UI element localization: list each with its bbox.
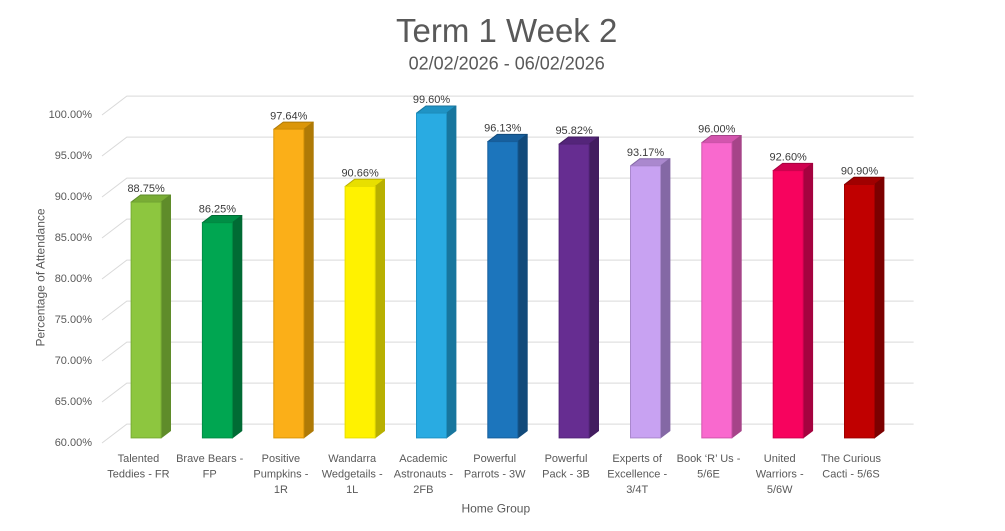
svg-text:1R: 1R — [274, 484, 288, 496]
svg-text:FP: FP — [203, 469, 217, 481]
svg-text:The Curious: The Curious — [821, 453, 881, 465]
svg-text:Brave Bears -: Brave Bears - — [176, 453, 244, 465]
svg-text:Powerful: Powerful — [545, 453, 588, 465]
svg-text:2FB: 2FB — [413, 484, 433, 496]
svg-text:80.00%: 80.00% — [55, 273, 93, 285]
svg-text:65.00%: 65.00% — [55, 396, 93, 408]
svg-text:88.75%: 88.75% — [127, 183, 165, 195]
svg-text:95.00%: 95.00% — [55, 150, 93, 162]
svg-text:90.00%: 90.00% — [55, 191, 93, 203]
svg-text:Teddies - FR: Teddies - FR — [107, 469, 169, 481]
svg-text:100.00%: 100.00% — [49, 109, 93, 121]
svg-text:75.00%: 75.00% — [55, 314, 93, 326]
svg-text:Positive: Positive — [262, 453, 301, 465]
svg-text:Wedgetails -: Wedgetails - — [322, 469, 383, 481]
svg-text:3/4T: 3/4T — [626, 484, 648, 496]
svg-text:Academic: Academic — [399, 453, 448, 465]
svg-text:5/6W: 5/6W — [767, 484, 793, 496]
svg-text:Astronauts -: Astronauts - — [394, 469, 454, 481]
svg-text:Excellence -: Excellence - — [607, 469, 667, 481]
svg-text:Experts of: Experts of — [612, 453, 662, 465]
svg-text:5/6E: 5/6E — [697, 469, 720, 481]
svg-text:02/02/2026 - 06/02/2026: 02/02/2026 - 06/02/2026 — [409, 54, 605, 74]
svg-text:93.17%: 93.17% — [627, 147, 665, 159]
svg-text:86.25%: 86.25% — [199, 204, 237, 216]
svg-text:Warriors -: Warriors - — [756, 469, 804, 481]
svg-text:Cacti - 5/6S: Cacti - 5/6S — [822, 469, 879, 481]
svg-text:Home Group: Home Group — [461, 502, 530, 516]
svg-text:99.60%: 99.60% — [413, 94, 451, 106]
svg-text:90.66%: 90.66% — [341, 168, 379, 180]
svg-text:90.90%: 90.90% — [841, 166, 879, 178]
svg-text:Book ‘R’ Us -: Book ‘R’ Us - — [677, 453, 741, 465]
svg-text:Term 1 Week 2: Term 1 Week 2 — [396, 12, 617, 49]
svg-text:Percentage of Attendance: Percentage of Attendance — [34, 208, 48, 346]
svg-text:Talented: Talented — [118, 453, 160, 465]
svg-text:Powerful: Powerful — [473, 453, 516, 465]
svg-text:96.13%: 96.13% — [484, 123, 522, 135]
svg-text:Parrots - 3W: Parrots - 3W — [464, 469, 526, 481]
svg-text:1L: 1L — [346, 484, 358, 496]
svg-text:97.64%: 97.64% — [270, 110, 308, 122]
svg-text:96.00%: 96.00% — [698, 124, 736, 136]
svg-text:95.82%: 95.82% — [555, 125, 593, 137]
svg-text:Wandarra: Wandarra — [328, 453, 377, 465]
svg-text:70.00%: 70.00% — [55, 355, 93, 367]
svg-text:60.00%: 60.00% — [55, 437, 93, 449]
svg-text:92.60%: 92.60% — [770, 152, 808, 164]
svg-text:United: United — [764, 453, 796, 465]
svg-text:Pumpkins -: Pumpkins - — [253, 469, 308, 481]
svg-text:Pack - 3B: Pack - 3B — [542, 469, 590, 481]
svg-text:85.00%: 85.00% — [55, 232, 93, 244]
